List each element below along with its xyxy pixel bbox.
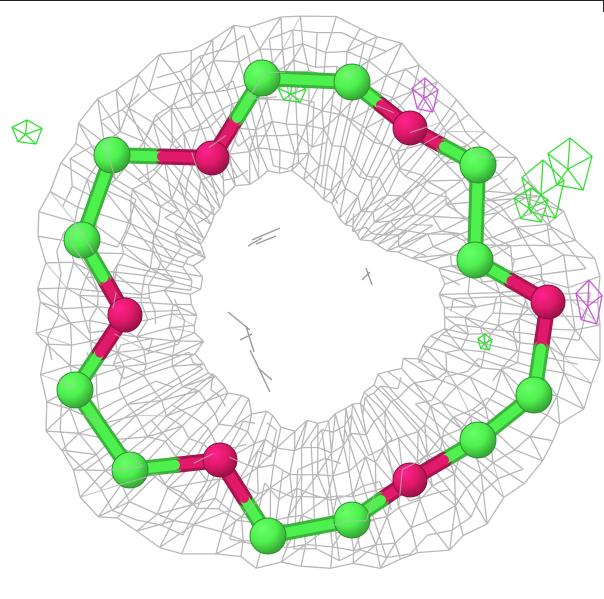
- carbon-atom: [459, 146, 497, 184]
- carbon-atom: [333, 63, 371, 101]
- carbon-atom: [249, 517, 287, 555]
- magenta-density-contour-top: [411, 77, 439, 113]
- carbon-atom: [515, 376, 553, 414]
- ring-atoms: [35, 15, 601, 569]
- magenta-density-contour-right: [575, 279, 603, 325]
- heteroatom: [530, 284, 566, 320]
- frame-top-border: [0, 0, 604, 1]
- green-density-contour-right-3: [513, 187, 549, 223]
- heteroatom: [392, 110, 428, 146]
- carbon-atom: [56, 371, 94, 409]
- green-density-contour-right-2: [547, 137, 593, 191]
- central-cavity-strands: [227, 227, 373, 393]
- heteroatom: [107, 297, 143, 333]
- carbon-atom: [63, 221, 101, 259]
- green-density-contour-top: [277, 81, 307, 103]
- carbon-atom: [333, 501, 371, 539]
- heteroatom: [392, 462, 428, 498]
- green-density-contour-left: [11, 119, 43, 145]
- density-mesh-overlay: [35, 15, 601, 569]
- heteroatom: [194, 140, 230, 176]
- carbon-atom: [111, 451, 149, 489]
- heteroatom: [202, 442, 238, 478]
- green-density-contour-small: [477, 333, 493, 351]
- carbon-atom: [456, 241, 494, 279]
- difference-density-contours: [11, 77, 603, 351]
- carbon-atom: [459, 421, 497, 459]
